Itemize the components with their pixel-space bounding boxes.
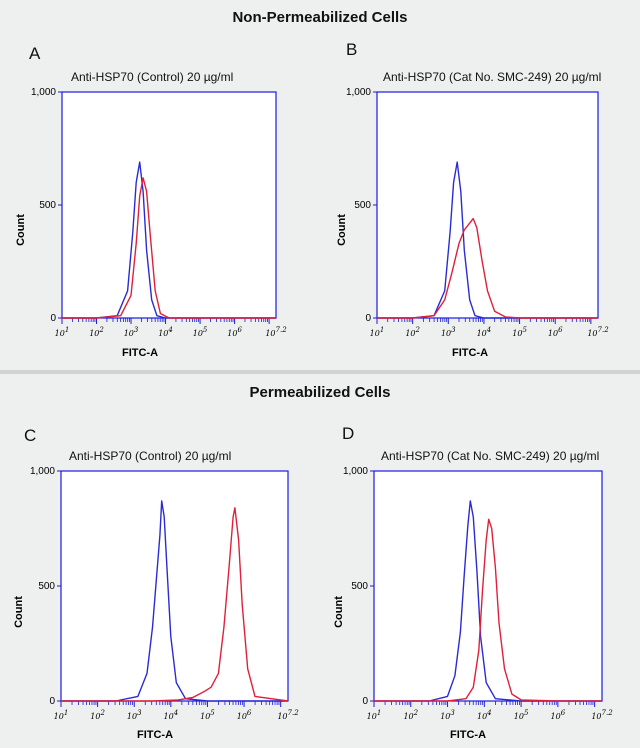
section-title-non-permeabilized: Non-Permeabilized Cells — [232, 9, 408, 26]
panel-letter-c: C — [24, 426, 37, 445]
x-tick-label-c: 105 — [200, 709, 215, 721]
x-tick-label-b: 105 — [512, 326, 527, 338]
plot-frame-b — [376, 91, 599, 319]
x-tick-label-a: 102 — [89, 326, 104, 338]
y-tick-label-c: 500 — [38, 581, 55, 592]
plot-frame-a — [61, 91, 277, 319]
histogram-series-2-c — [61, 507, 289, 702]
x-tick-label-d: 105 — [514, 709, 529, 721]
panel-caption-b: Anti-HSP70 (Cat No. SMC-249) 20 µg/ml — [383, 70, 602, 84]
x-tick-label-c: 101 — [54, 709, 69, 721]
x-tick-label-d: 104 — [477, 709, 492, 721]
y-tick-label-a: 500 — [39, 200, 56, 211]
x-tick-label-d: 102 — [403, 709, 418, 721]
y-tick-label-b: 500 — [354, 200, 371, 211]
x-tick-label-a: 103 — [124, 326, 139, 338]
x-tick-label-a: 107.2 — [265, 326, 287, 338]
x-tick-label-b: 101 — [370, 326, 385, 338]
x-tick-label-a: 101 — [55, 326, 70, 338]
section-divider — [0, 370, 640, 374]
panel-letter-b: B — [346, 40, 358, 59]
x-axis-label-c: FITC-A — [137, 729, 173, 741]
panel-caption-d: Anti-HSP70 (Cat No. SMC-249) 20 µg/ml — [381, 449, 600, 463]
histogram-series-1-b — [377, 161, 598, 319]
y-tick-label-c: 1,000 — [30, 466, 55, 477]
y-tick-label-b: 0 — [365, 313, 371, 324]
y-tick-label-d: 1,000 — [343, 466, 368, 477]
histogram-series-2-d — [374, 518, 602, 702]
panel-caption-c: Anti-HSP70 (Control) 20 µg/ml — [69, 449, 232, 463]
x-tick-label-a: 105 — [193, 326, 208, 338]
y-tick-label-b: 1,000 — [346, 87, 371, 98]
x-tick-label-d: 107.2 — [591, 709, 613, 721]
x-tick-label-c: 102 — [90, 709, 105, 721]
x-tick-label-a: 106 — [227, 326, 242, 338]
y-axis-label-b: Count — [336, 214, 348, 246]
histogram-series-1-c — [61, 500, 288, 702]
y-tick-label-d: 500 — [351, 581, 368, 592]
x-axis-label-d: FITC-A — [450, 729, 486, 741]
section-title-permeabilized: Permeabilized Cells — [249, 384, 391, 401]
y-tick-label-a: 0 — [50, 313, 56, 324]
y-axis-label-d: Count — [333, 596, 345, 628]
panel-letter-d: D — [342, 424, 355, 443]
x-tick-label-c: 107.2 — [277, 709, 299, 721]
y-axis-label-a: Count — [15, 214, 27, 246]
x-tick-label-c: 103 — [127, 709, 142, 721]
x-tick-label-c: 104 — [164, 709, 179, 721]
histogram-series-2-b — [377, 217, 598, 319]
x-tick-label-c: 106 — [237, 709, 252, 721]
histogram-series-1-d — [374, 500, 602, 702]
x-tick-label-b: 103 — [441, 326, 456, 338]
x-tick-label-d: 103 — [440, 709, 455, 721]
x-axis-label-a: FITC-A — [122, 347, 158, 359]
x-axis-label-b: FITC-A — [452, 347, 488, 359]
y-axis-label-c: Count — [13, 596, 25, 628]
x-tick-label-d: 106 — [551, 709, 566, 721]
x-tick-label-a: 104 — [158, 326, 173, 338]
x-tick-label-d: 101 — [367, 709, 382, 721]
x-tick-label-b: 102 — [405, 326, 420, 338]
x-tick-label-b: 104 — [477, 326, 492, 338]
histogram-series-2-a — [62, 177, 276, 319]
plot-frame-d — [373, 470, 603, 702]
x-tick-label-b: 106 — [548, 326, 563, 338]
x-tick-label-b: 107.2 — [587, 326, 609, 338]
y-tick-label-a: 1,000 — [31, 87, 56, 98]
y-tick-label-c: 0 — [49, 696, 55, 707]
y-tick-label-d: 0 — [362, 696, 368, 707]
panel-letter-a: A — [29, 44, 41, 63]
panel-caption-a: Anti-HSP70 (Control) 20 µg/ml — [71, 70, 234, 84]
